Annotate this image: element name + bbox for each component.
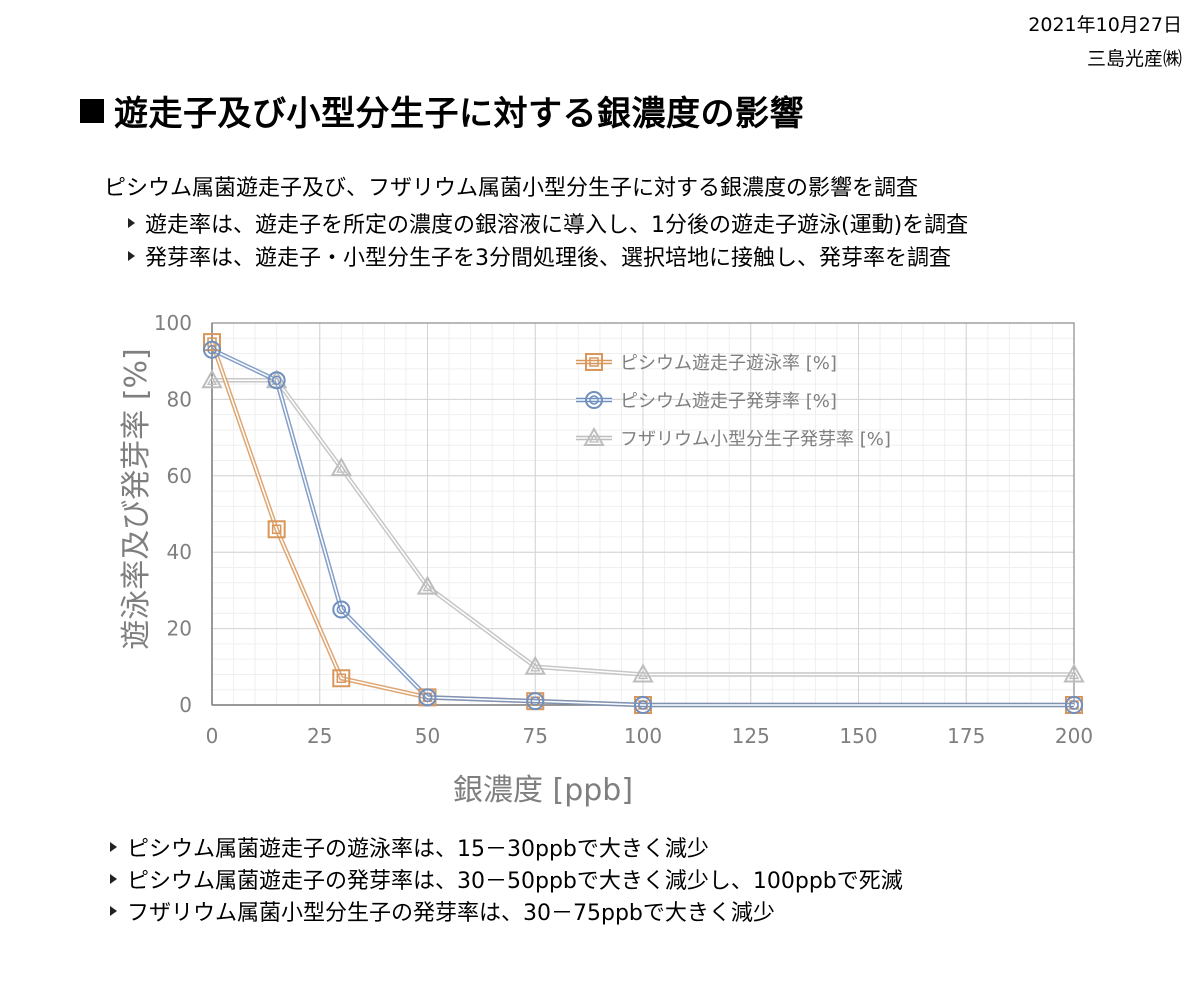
y-axis-title: 遊泳率及び発芽率 [%] (119, 348, 154, 649)
conclusion-item: フザリウム属菌小型分生子の発芽率は、30－75ppbで大きく減少 (110, 895, 903, 927)
x-tick-label: 125 (732, 724, 770, 748)
legend-marker-inner (589, 357, 599, 367)
data-point-inner (1068, 670, 1080, 680)
x-tick-label: 200 (1055, 724, 1093, 748)
data-point-inner (1069, 700, 1079, 710)
data-point (526, 692, 545, 711)
data-point (203, 333, 221, 352)
x-axis-title: 銀濃度 [ppb] (453, 773, 633, 808)
method-item: 発芽率は、遊走子・小型分生子を3分間処理後、選択培地に接触し、発芽率を調査 (128, 239, 968, 272)
data-point (632, 663, 654, 683)
legend-marker (583, 426, 605, 446)
title-square-icon (80, 98, 104, 123)
legend-marker (585, 391, 603, 409)
data-point-inner (638, 700, 648, 710)
y-tick-label: 80 (167, 387, 192, 411)
data-point-inner (637, 670, 649, 680)
data-point (418, 688, 437, 707)
legend-marker-inner (589, 395, 599, 405)
data-point-inner (422, 582, 433, 592)
series-line-inner (211, 349, 1074, 706)
method-text: 遊走率は、遊走子を所定の濃度の銀溶液に導入し、1分後の遊走子遊泳(運動)を調査 (145, 212, 969, 238)
data-point-inner (336, 673, 347, 684)
conclusion-item: ピシウム属菌遊走子の遊泳率は、15－30ppbで大きく減少 (110, 831, 903, 863)
data-point-inner (207, 344, 217, 355)
bullet-triangle-icon (110, 842, 117, 852)
conclusion-text: ピシウム属菌遊走子の遊泳率は、15－30ppbで大きく減少 (127, 837, 709, 862)
conclusion-item: ピシウム属菌遊走子の発芽率は、30－50ppbで大きく減少し、100ppbで死滅 (110, 863, 903, 895)
data-point-inner (336, 604, 347, 615)
method-item: 遊走率は、遊走子を所定の濃度の銀溶液に導入し、1分後の遊走子遊泳(運動)を調査 (128, 206, 968, 239)
data-point (416, 575, 439, 595)
data-point-inner (206, 375, 218, 385)
data-point (634, 696, 652, 714)
legend-label: ピシウム遊走子発芽率 [%] (620, 391, 837, 412)
data-point-inner (530, 662, 541, 672)
silver-concentration-chart: 0 25 50 75 100 125 150 175 200 0 20 40 60 80 100 銀濃度 [p… (119, 311, 1093, 808)
data-point (201, 369, 223, 389)
page-title: 遊走子及び小型分生子に対する銀濃度の影響 (80, 86, 804, 135)
conclusion-text: ピシウム属菌遊走子の発芽率は、30－50ppbで大きく減少し、100ppbで死滅 (127, 869, 903, 894)
x-tick-label: 0 (206, 724, 219, 748)
x-tick-label: 75 (523, 724, 548, 748)
legend-label: フザリウム小型分生子発芽率 [%] (620, 429, 891, 450)
methods-list: 遊走率は、遊走子を所定の濃度の銀溶液に導入し、1分後の遊走子遊泳(運動)を調査 … (128, 206, 968, 272)
date-label: 2021年10月27日 (1028, 14, 1182, 36)
legend-marker (585, 353, 603, 371)
conclusions-list: ピシウム属菌遊走子の遊泳率は、15－30ppbで大きく減少 ピシウム属菌遊走子の… (110, 831, 903, 927)
data-point-inner (336, 463, 347, 473)
bullet-triangle-icon (128, 250, 135, 261)
x-tick-label: 100 (624, 724, 662, 748)
data-point (332, 669, 351, 688)
y-tick-label: 100 (154, 311, 192, 335)
bullet-triangle-icon (128, 217, 135, 228)
x-tick-label: 175 (947, 724, 985, 748)
data-point-inner (422, 692, 433, 703)
conclusion-text: フザリウム属菌小型分生子の発芽率は、30－75ppbで大きく減少 (127, 901, 775, 926)
data-point (267, 520, 286, 539)
data-point (524, 655, 546, 675)
x-tick-label: 50 (415, 724, 440, 748)
data-point (1065, 696, 1083, 714)
company-label: 三島光産㈱ (1086, 48, 1182, 70)
x-tick-label: 25 (307, 724, 332, 748)
x-tick-label: 150 (839, 724, 877, 748)
y-tick-label: 40 (167, 540, 192, 564)
bullet-triangle-icon (110, 906, 117, 916)
legend-marker-inner (588, 433, 600, 443)
bullet-triangle-icon (110, 874, 117, 884)
data-point (330, 457, 353, 477)
data-point (203, 340, 221, 359)
data-point-inner (271, 375, 282, 386)
method-text: 発芽率は、遊走子・小型分生子を3分間処理後、選択培地に接触し、発芽率を調査 (145, 245, 951, 271)
data-point (1063, 663, 1085, 683)
y-tick-label: 60 (167, 464, 192, 488)
data-point-inner (271, 524, 282, 535)
page-title-text: 遊走子及び小型分生子に対する銀濃度の影響 (114, 94, 804, 134)
intro-text: ピシウム属菌遊走子及び、フザリウム属菌小型分生子に対する銀濃度の影響を調査 (104, 176, 919, 201)
legend-label: ピシウム遊走子遊泳率 [%] (620, 353, 837, 374)
y-tick-label: 20 (167, 617, 192, 641)
data-point (267, 371, 286, 390)
y-tick-label: 0 (179, 693, 192, 717)
data-point (332, 600, 351, 619)
data-point-inner (530, 696, 540, 706)
